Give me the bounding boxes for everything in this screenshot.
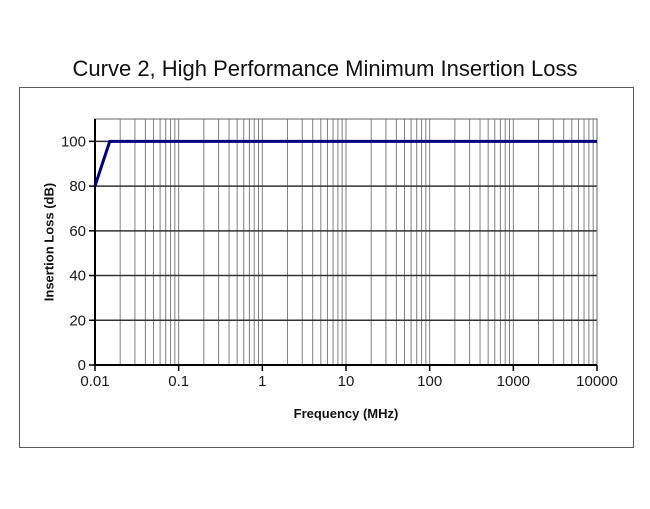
chart-frame	[19, 87, 634, 448]
x-tick-label: 0.01	[80, 373, 109, 390]
series-line	[93, 139, 597, 187]
x-tick-label: 100	[417, 373, 442, 390]
x-tick-label: 1000	[497, 373, 530, 390]
y-tick-label: 80	[69, 178, 86, 195]
x-tick-label: 10000	[576, 373, 618, 390]
y-tick-label: 100	[61, 133, 86, 150]
y-tick-label: 60	[69, 223, 86, 240]
y-tick-label: 20	[69, 312, 86, 329]
y-axis-title: Insertion Loss (dB)	[41, 182, 57, 302]
x-tick-label: 0.1	[168, 373, 189, 390]
x-tick-label: 1	[258, 373, 266, 390]
y-tick-label: 0	[78, 357, 86, 374]
x-axis-title: Frequency (MHz)	[293, 406, 399, 421]
x-tick-label: 10	[338, 373, 355, 390]
y-tick-label: 40	[69, 268, 86, 285]
chart-title: Curve 2, High Performance Minimum Insert…	[72, 56, 578, 81]
